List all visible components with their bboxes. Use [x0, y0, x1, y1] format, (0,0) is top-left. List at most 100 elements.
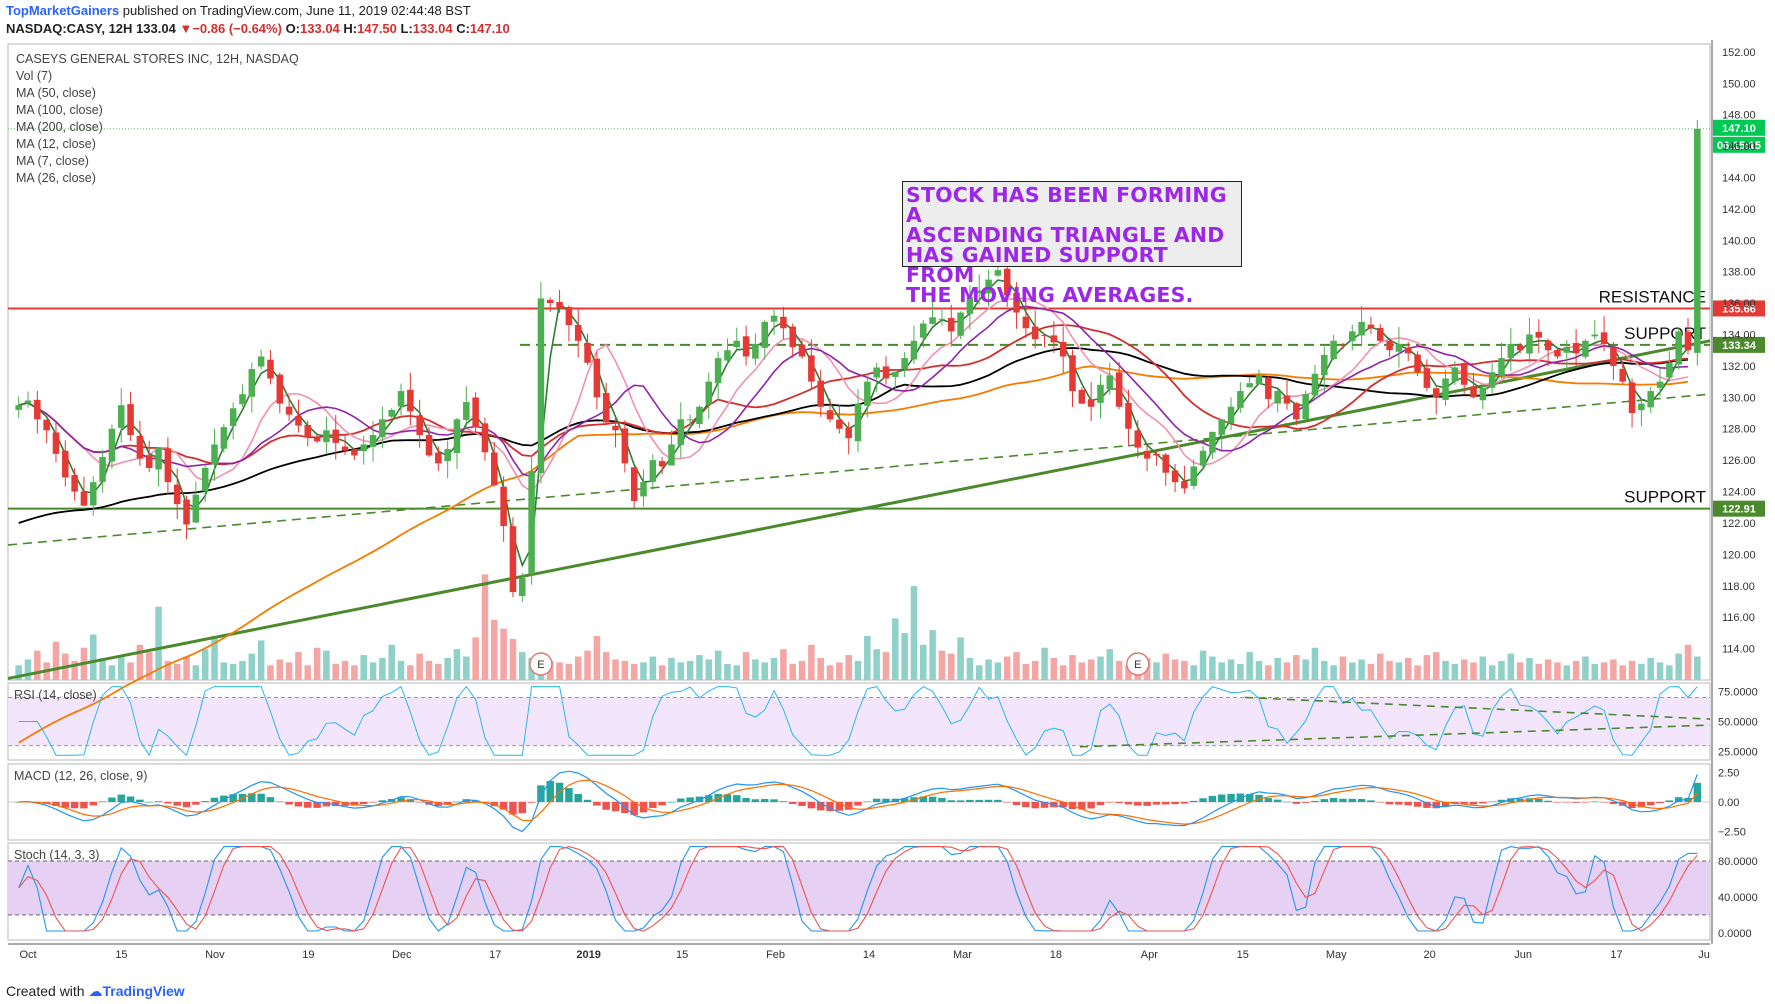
candle-body [24, 400, 32, 403]
macd-histogram-bar [1553, 802, 1562, 803]
volume-bar [1087, 659, 1095, 680]
candle-body [1003, 268, 1011, 296]
price-tick-label: 140.00 [1722, 235, 1756, 247]
candle-body [248, 369, 256, 397]
volume-bar [491, 619, 498, 680]
candle-body [1059, 341, 1067, 357]
volume-bar [1321, 660, 1328, 680]
candle-body [1097, 384, 1104, 403]
macd-histogram-bar [1432, 802, 1440, 809]
candle-body [1395, 343, 1403, 352]
macd-histogram-bar [350, 802, 359, 806]
macd-histogram-bar [1591, 801, 1599, 802]
volume-bar [1684, 644, 1692, 680]
volume-bar [1460, 659, 1468, 680]
stoch-tick-label: 0.0000 [1718, 928, 1752, 940]
candle-body [416, 415, 423, 436]
footer: Created with ☁TradingView [6, 983, 185, 1000]
macd-histogram-bar [1609, 802, 1618, 805]
candle-body [99, 457, 106, 482]
macd-histogram-bar [835, 802, 844, 811]
volume-bar [1498, 660, 1505, 680]
volume-bar [285, 662, 293, 680]
macd-histogram-bar [1106, 802, 1114, 803]
volume-bar [379, 658, 386, 680]
macd-histogram-bar [1684, 797, 1692, 802]
candle-body [817, 380, 824, 407]
volume-bar [229, 663, 237, 680]
macd-histogram-bar [1497, 799, 1506, 802]
indicator-legend-item: Vol (7) [16, 69, 52, 83]
volume-bar [808, 644, 815, 680]
volume-bar [612, 659, 619, 680]
macd-histogram-bar [826, 802, 834, 812]
volume-bar [360, 655, 367, 680]
candle-body [1134, 430, 1142, 448]
macd-histogram-bar [1423, 802, 1431, 808]
candle-body [612, 425, 619, 431]
volume-bar [1451, 663, 1459, 680]
macd-histogram-bar [1180, 802, 1189, 804]
volume-bar [276, 659, 284, 680]
earnings-marker-label: E [1134, 659, 1141, 671]
open-value: 133.04 [300, 21, 340, 36]
volume-bar [1330, 665, 1337, 680]
macd-histogram-bar [807, 802, 816, 809]
volume-bar [938, 650, 946, 680]
macd-histogram-bar [1003, 802, 1011, 803]
volume-bar [836, 662, 843, 680]
macd-histogram-bar [723, 794, 732, 802]
volume-bar [817, 658, 824, 680]
candle-body [1684, 331, 1692, 351]
indicator-legend-item: MA (200, close) [16, 120, 103, 134]
macd-histogram-bar [1674, 797, 1683, 802]
volume-bar [1050, 658, 1058, 680]
candle-body [1274, 391, 1281, 404]
candle-body [546, 299, 554, 304]
volume-bar [752, 659, 759, 680]
macd-histogram-bar [611, 802, 620, 812]
candle-body [1358, 321, 1365, 336]
volume-bar [1358, 659, 1365, 680]
candle-body [1237, 391, 1244, 408]
macd-histogram-bar [966, 799, 974, 802]
candle-body [1516, 345, 1524, 351]
candle-body [593, 358, 601, 398]
candle-body [192, 494, 200, 523]
volume-bar [686, 660, 694, 680]
macd-histogram-bar [1320, 799, 1329, 802]
macd-histogram-bar [1329, 797, 1338, 802]
publisher-link[interactable]: TopMarketGainers [6, 3, 120, 18]
candle-body [975, 290, 983, 294]
volume-bar [733, 665, 741, 680]
volume-bar [1432, 652, 1440, 680]
macd-histogram-bar [1301, 802, 1310, 803]
volume-bar [1610, 659, 1617, 680]
volume-bar [602, 652, 610, 680]
macd-histogram-bar [798, 802, 806, 806]
price-tick-label: 128.00 [1722, 424, 1756, 436]
macd-histogram-bar [1460, 802, 1468, 804]
footer-brand[interactable]: TradingView [102, 983, 185, 999]
volume-bar [1293, 655, 1300, 680]
price-tick-label: 148.00 [1722, 110, 1756, 122]
volume-bar [845, 655, 852, 680]
macd-histogram-bar [947, 800, 955, 802]
candle-body [742, 336, 750, 357]
candle-body [15, 405, 22, 410]
volume-bar [658, 665, 666, 680]
volume-bar [1656, 662, 1664, 680]
volume-bar [1423, 655, 1431, 680]
volume-bar [1153, 662, 1160, 680]
ma-100-line [18, 347, 1689, 524]
volume-bar [1218, 662, 1225, 680]
time-tick-label: Dec [392, 949, 412, 961]
level-label-support: SUPPORT [1624, 488, 1706, 507]
volume-bar [108, 665, 116, 680]
macd-histogram-bar [1581, 802, 1590, 803]
candle-body [229, 408, 237, 426]
candle-body [407, 389, 414, 412]
volume-bar [1162, 653, 1170, 680]
candle-body [201, 468, 209, 492]
